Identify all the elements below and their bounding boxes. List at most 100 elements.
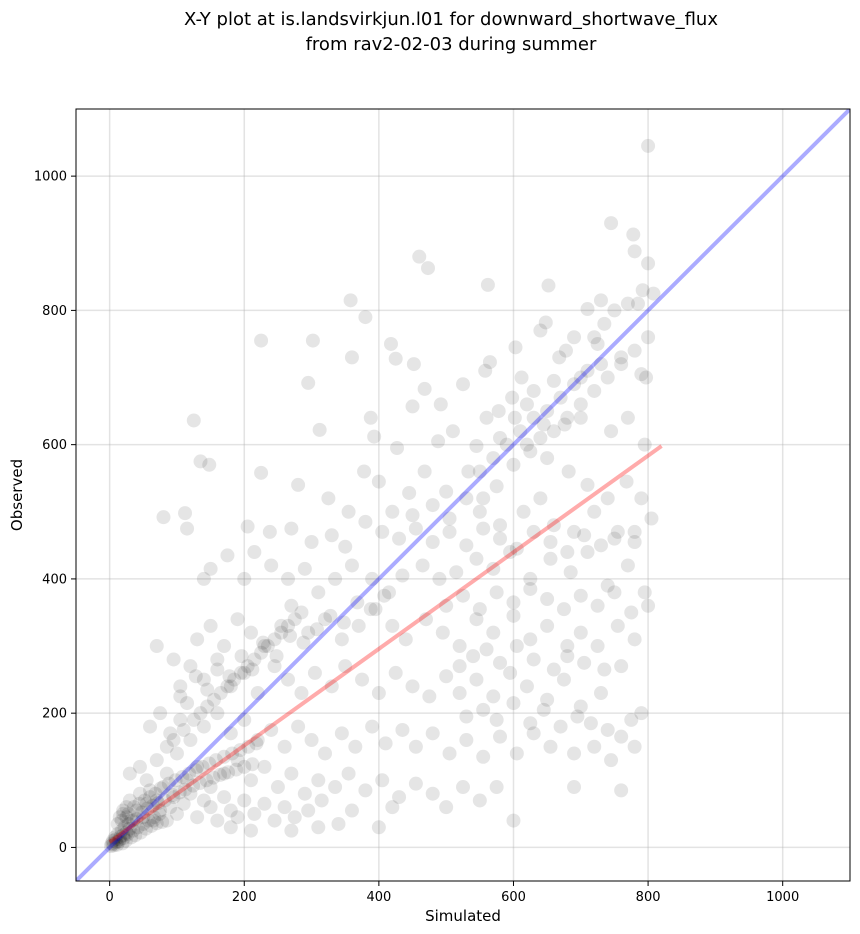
data-point: [557, 417, 572, 432]
data-point: [646, 286, 661, 301]
data-point: [513, 424, 528, 439]
data-point: [624, 712, 639, 727]
data-point: [247, 652, 262, 667]
data-point: [233, 665, 248, 680]
data-point: [516, 504, 531, 519]
data-point: [274, 625, 289, 640]
data-point: [245, 662, 260, 677]
data-point: [344, 558, 359, 573]
data-point: [196, 719, 211, 734]
data-point: [109, 835, 124, 850]
data-point: [183, 659, 198, 674]
data-point: [186, 413, 201, 428]
data-point: [587, 739, 602, 754]
data-point: [305, 333, 320, 348]
data-point: [523, 632, 538, 647]
data-point: [367, 429, 382, 444]
data-point: [398, 632, 413, 647]
data-point: [506, 595, 521, 610]
data-point: [168, 773, 183, 788]
data-point: [227, 672, 242, 687]
data-point: [287, 612, 302, 627]
data-point: [156, 780, 171, 795]
data-point: [580, 545, 595, 560]
data-point: [304, 534, 319, 549]
data-point: [614, 659, 629, 674]
data-point: [149, 639, 164, 654]
data-point: [129, 803, 144, 818]
data-point: [493, 531, 508, 546]
x-tick-label: 600: [501, 890, 526, 905]
data-point: [122, 793, 137, 808]
data-point: [421, 261, 436, 276]
data-point: [439, 484, 454, 499]
data-point: [269, 649, 284, 664]
data-point: [375, 773, 390, 788]
data-point: [126, 800, 141, 815]
data-point: [304, 733, 319, 748]
data-point: [526, 383, 541, 398]
data-point: [505, 390, 520, 405]
data-point: [620, 296, 635, 311]
data-point: [257, 796, 272, 811]
data-point: [312, 422, 327, 437]
data-point: [281, 672, 296, 687]
data-point: [614, 783, 629, 798]
data-point: [137, 793, 152, 808]
data-point: [115, 836, 130, 851]
data-point: [540, 404, 555, 419]
data-point: [641, 138, 656, 153]
data-point: [274, 618, 289, 633]
data-point: [577, 528, 592, 543]
data-point: [139, 796, 154, 811]
data-point: [122, 821, 137, 836]
data-point: [556, 602, 571, 617]
data-point: [180, 696, 195, 711]
data-point: [425, 534, 440, 549]
data-point: [533, 430, 548, 445]
data-point: [230, 612, 245, 627]
data-point: [121, 806, 136, 821]
data-point: [116, 806, 131, 821]
data-point: [183, 733, 198, 748]
data-point: [183, 786, 198, 801]
data-point: [469, 551, 484, 566]
data-point: [371, 820, 386, 835]
data-point: [284, 521, 299, 536]
data-point: [479, 410, 494, 425]
data-point: [469, 672, 484, 687]
data-point: [459, 733, 474, 748]
data-point: [378, 736, 393, 751]
data-point: [344, 803, 359, 818]
data-point: [486, 451, 501, 466]
data-point: [169, 746, 184, 761]
data-point: [476, 521, 491, 536]
data-point: [486, 625, 501, 640]
data-point: [567, 746, 582, 761]
data-point: [442, 524, 457, 539]
data-point: [134, 805, 149, 820]
data-point: [627, 244, 642, 259]
data-point: [499, 437, 514, 452]
x-tick-label: 400: [366, 890, 391, 905]
data-point: [217, 790, 232, 805]
data-point: [439, 669, 454, 684]
data-point: [260, 639, 275, 654]
data-point: [188, 763, 203, 778]
data-point: [233, 743, 248, 758]
data-point: [120, 827, 135, 842]
data-point: [324, 679, 339, 694]
data-point: [590, 639, 605, 654]
data-point: [156, 510, 171, 525]
data-point: [472, 504, 487, 519]
data-point: [600, 578, 615, 593]
data-point: [221, 765, 236, 780]
data-point: [523, 571, 538, 586]
data-point: [408, 521, 423, 536]
data-point: [169, 806, 184, 821]
data-point: [309, 622, 324, 637]
data-point: [506, 696, 521, 711]
data-point: [560, 639, 575, 654]
data-point: [402, 485, 417, 500]
data-point: [580, 302, 595, 317]
